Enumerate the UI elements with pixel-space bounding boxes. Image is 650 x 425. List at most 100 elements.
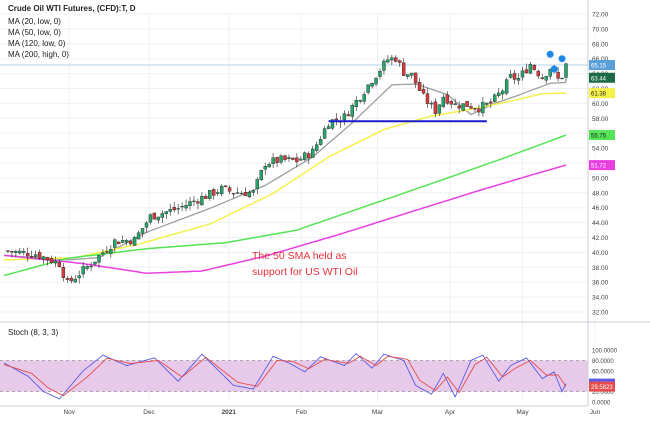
candle-body — [69, 277, 73, 282]
y-tick-label: 46.00 — [592, 205, 609, 212]
candle — [548, 68, 552, 80]
candle — [540, 73, 544, 80]
price-badge: 65.15 — [589, 60, 615, 71]
price-badge-text: 63.44 — [591, 76, 607, 82]
candle-body — [89, 265, 93, 268]
candle — [105, 246, 109, 254]
event-marker-circle — [550, 65, 558, 73]
candle-body — [489, 101, 493, 104]
annotation-text: The 50 SMA held as support for US WTI Oi… — [252, 250, 358, 278]
candle — [164, 210, 168, 220]
candle — [267, 162, 271, 168]
candle — [168, 203, 172, 216]
candle — [69, 275, 73, 284]
candle-body — [93, 261, 97, 265]
price-badge: 51.72 — [589, 160, 615, 171]
candle-body — [22, 251, 26, 253]
candle-body — [160, 213, 165, 218]
candle-body — [33, 254, 38, 257]
candle-body — [251, 190, 256, 193]
candle-body — [386, 59, 390, 63]
ma-label-200: MA (200, high, 0) — [8, 50, 69, 59]
x-tick-label: Apr — [445, 409, 456, 416]
candle-body — [140, 228, 145, 234]
candle — [243, 187, 248, 197]
y-tick-label: 50.00 — [592, 175, 609, 182]
candle — [354, 96, 358, 112]
candle — [374, 77, 378, 87]
candle-body — [14, 251, 18, 253]
candle — [204, 194, 208, 199]
x-tick-label: Mar — [372, 409, 384, 416]
candle-body — [10, 251, 14, 253]
candle-body — [556, 71, 560, 79]
candle — [532, 63, 537, 71]
candle — [326, 123, 331, 129]
candle — [259, 169, 263, 182]
candle-body — [287, 157, 291, 159]
candle — [362, 91, 366, 105]
candle — [350, 103, 354, 123]
candle-body — [469, 106, 473, 109]
candle-body — [382, 60, 386, 71]
candle-body — [132, 236, 137, 246]
candle — [196, 198, 200, 210]
candle — [469, 102, 473, 110]
candle-body — [524, 69, 529, 74]
candle — [512, 70, 517, 85]
candle-body — [378, 70, 382, 77]
candle-body — [164, 211, 168, 215]
candle — [386, 55, 390, 64]
candle — [437, 104, 442, 116]
candle-body — [307, 153, 311, 159]
candle — [417, 77, 422, 92]
candle — [457, 101, 461, 114]
price-badge-text: 55.75 — [591, 134, 607, 140]
candle-body — [330, 119, 335, 129]
event-marker-icon — [550, 65, 558, 73]
candle-body — [73, 278, 77, 283]
y-tick-label: 60.00 — [592, 101, 609, 108]
candle — [85, 264, 89, 271]
x-tick-label: May — [516, 409, 529, 416]
candle — [453, 98, 457, 106]
candle-body — [465, 101, 469, 107]
candle-body — [85, 266, 89, 269]
candle — [497, 88, 501, 98]
candle — [489, 98, 493, 108]
candle — [314, 141, 319, 153]
price-badge-text: 51.72 — [591, 164, 607, 170]
candle-body — [314, 144, 319, 151]
candle-body — [208, 189, 212, 199]
stoch-y-tick-label: 100.0000 — [592, 349, 618, 355]
candle — [132, 236, 137, 246]
candle-body — [101, 252, 105, 254]
candle — [26, 247, 30, 262]
candle-body — [136, 232, 141, 240]
candle — [117, 241, 121, 245]
candle — [219, 184, 224, 197]
candle-body — [97, 255, 101, 263]
candle — [180, 202, 184, 212]
ma120-line — [3, 134, 567, 277]
candle — [109, 244, 113, 258]
ma-label-20: MA (20, low, 0) — [8, 17, 61, 26]
candle-body — [409, 72, 414, 76]
candle-body — [49, 258, 54, 263]
candle-body — [53, 260, 58, 264]
candle — [322, 125, 327, 140]
candle-body — [544, 76, 548, 81]
candle — [409, 72, 414, 79]
candle-body — [180, 205, 184, 208]
candle — [445, 91, 449, 105]
candle — [461, 103, 465, 112]
candle-body — [334, 118, 339, 121]
candle — [378, 68, 382, 80]
price-badge-bg — [589, 88, 615, 99]
candle — [405, 74, 410, 80]
candle — [508, 69, 513, 79]
y-tick-label: 44.00 — [592, 220, 609, 227]
candle — [421, 83, 426, 95]
candle-body — [560, 77, 564, 80]
